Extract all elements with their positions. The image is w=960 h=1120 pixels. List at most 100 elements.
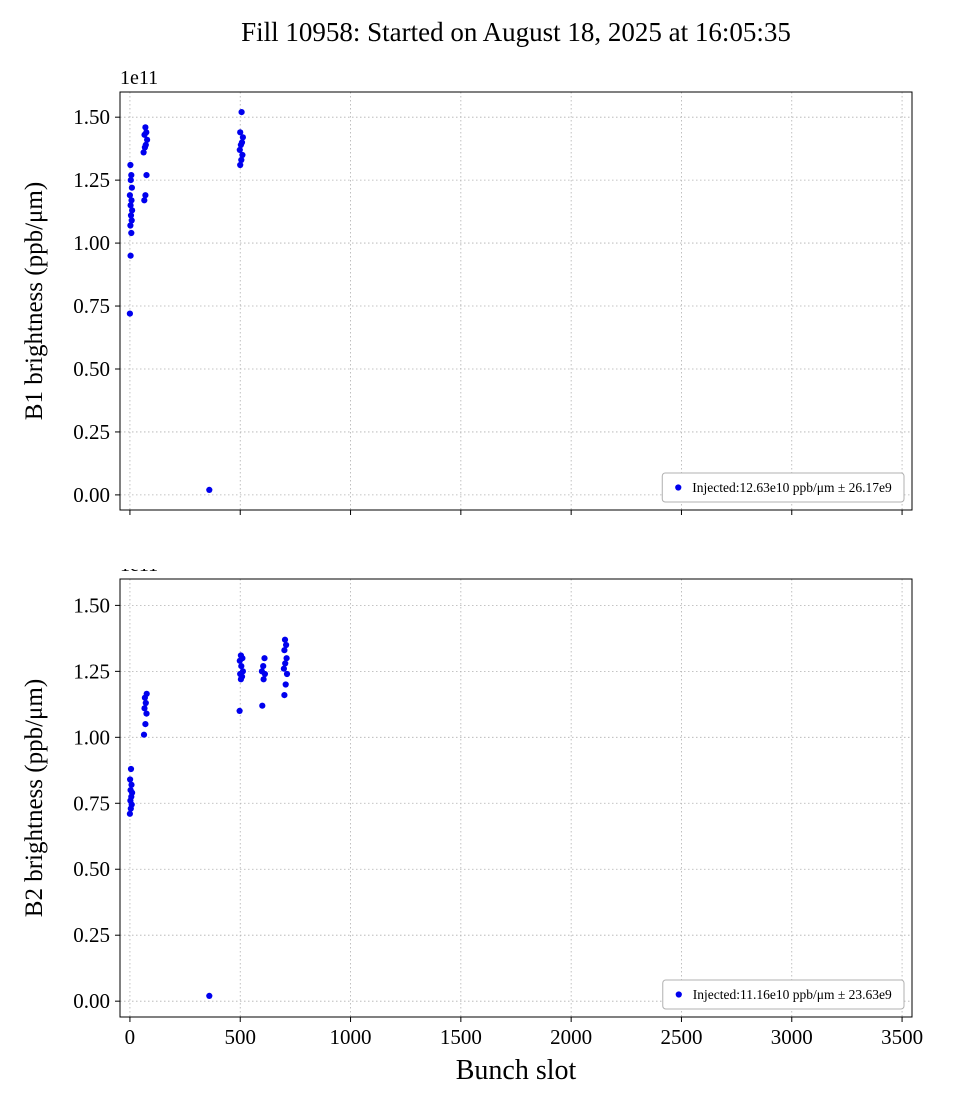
- y-axis-offset-label: 1e11: [120, 67, 158, 89]
- data-point: [281, 636, 289, 643]
- data-point: [238, 139, 246, 146]
- data-point: [142, 721, 149, 728]
- data-point: [238, 663, 245, 670]
- data-point: [143, 172, 150, 179]
- data-point: [142, 141, 149, 148]
- data-point: [143, 129, 150, 136]
- data-point: [283, 670, 291, 678]
- data-point: [283, 641, 290, 649]
- data-point: [238, 109, 245, 116]
- data-point: [261, 655, 268, 662]
- data-point: [142, 699, 149, 707]
- data-point: [143, 710, 150, 717]
- data-point: [128, 229, 135, 237]
- y-tick-label: 1.50: [73, 105, 110, 129]
- data-point: [143, 690, 150, 697]
- data-point: [128, 172, 135, 179]
- legend-box: [662, 979, 905, 1010]
- data-point: [127, 202, 134, 209]
- y-axis-label: B2 brightness (ppb/μm): [21, 679, 48, 917]
- data-point: [129, 207, 136, 214]
- data-point: [281, 647, 288, 654]
- data-point: [258, 668, 265, 675]
- data-point: [237, 652, 244, 659]
- x-tick-label: 2500: [660, 1025, 702, 1049]
- data-point: [239, 151, 246, 159]
- data-point: [144, 136, 151, 143]
- data-point: [282, 660, 289, 667]
- data-point: [281, 692, 288, 699]
- x-tick-label: 500: [224, 1025, 256, 1049]
- y-axis-offset-label: 1e11: [120, 569, 158, 576]
- data-point: [236, 707, 243, 714]
- y-tick-label: 0.50: [73, 357, 110, 381]
- legend-label: Injected:12.63e10 ppb/μm ± 26.17e9: [692, 480, 892, 495]
- x-tick-label: 3500: [881, 1025, 923, 1049]
- y-tick-label: 0.75: [73, 791, 110, 815]
- y-tick-label: 1.50: [73, 593, 110, 617]
- y-tick-label: 1.00: [73, 231, 110, 255]
- data-point: [127, 222, 134, 229]
- data-point: [142, 124, 149, 131]
- data-point: [141, 705, 148, 712]
- x-axis-label: Bunch slot: [456, 1055, 577, 1086]
- data-point: [127, 252, 134, 259]
- y-tick-label: 0.75: [73, 294, 110, 318]
- data-point: [128, 781, 135, 788]
- data-point: [260, 676, 267, 683]
- legend-label: Injected:11.16e10 ppb/μm ± 23.63e9: [693, 987, 892, 1002]
- figure-title: Fill 10958: Started on August 18, 2025 a…: [241, 16, 791, 47]
- data-point: [141, 197, 148, 204]
- y-tick-label: 0.50: [73, 857, 110, 881]
- data-point: [259, 702, 266, 709]
- data-point: [126, 810, 133, 817]
- y-tick-label: 1.00: [73, 725, 110, 749]
- y-tick-label: 1.25: [73, 168, 110, 192]
- x-tick-label: 1500: [440, 1025, 482, 1049]
- legend-box: [661, 472, 905, 503]
- data-point: [127, 787, 134, 794]
- data-point: [127, 765, 135, 773]
- x-tick-label: 3000: [771, 1025, 813, 1049]
- data-point: [128, 184, 135, 191]
- data-point: [206, 486, 213, 493]
- legend-marker: [675, 991, 682, 998]
- y-tick-label: 0.25: [73, 420, 110, 444]
- y-tick-label: 0.25: [73, 923, 110, 947]
- data-point: [239, 134, 246, 141]
- data-point: [239, 668, 246, 675]
- data-point: [140, 149, 147, 156]
- data-point: [237, 129, 244, 136]
- x-tick-label: 2000: [550, 1025, 592, 1049]
- data-point: [128, 217, 135, 224]
- x-tick-label: 1000: [330, 1025, 372, 1049]
- data-point: [282, 681, 289, 688]
- data-point: [283, 655, 290, 662]
- data-point: [128, 197, 135, 204]
- y-tick-label: 1.25: [73, 659, 110, 683]
- data-point: [260, 663, 267, 670]
- data-point: [126, 192, 133, 199]
- b2-brightness-chart: 0 500 1000 1500 2000 2500 3000 3500 0.00 0.25 0.50…: [21, 569, 923, 1086]
- axes-spines: [119, 578, 913, 1018]
- data-point: [127, 212, 135, 219]
- data-point: [142, 192, 149, 199]
- y-tick-label: 0.00: [73, 483, 110, 507]
- data-point: [206, 992, 213, 999]
- data-point: [236, 146, 243, 153]
- data-point: [140, 731, 148, 738]
- data-point: [127, 161, 134, 169]
- data-point: [280, 665, 287, 672]
- y-tick-label: 0.00: [73, 989, 110, 1013]
- data-point: [127, 776, 134, 783]
- x-tick-label: 0: [125, 1025, 136, 1049]
- data-point: [126, 310, 133, 317]
- b1-brightness-chart: 0.00 0.25 0.50 0.75 1.00 1.25 1.50 1e11 B1 brigh…: [21, 67, 913, 515]
- axes-spines: [119, 91, 913, 511]
- legend-marker: [675, 484, 682, 491]
- data-point: [127, 177, 134, 184]
- data-point: [237, 161, 244, 169]
- data-point: [238, 156, 245, 164]
- y-axis-label: B1 brightness (ppb/μm): [21, 182, 48, 420]
